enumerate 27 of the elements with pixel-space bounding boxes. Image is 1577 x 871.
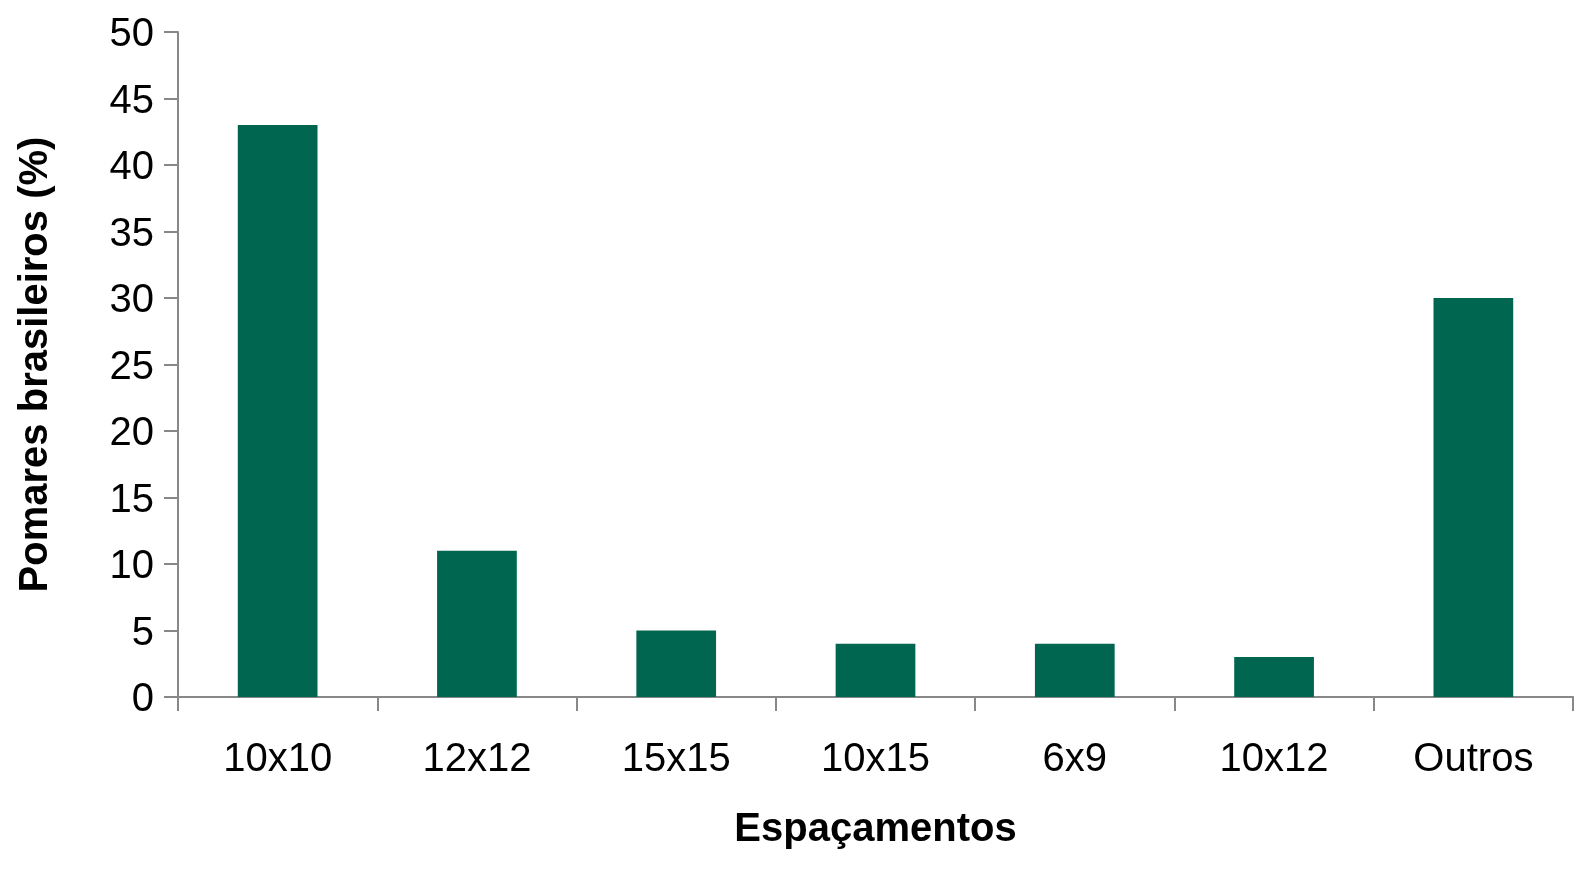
x-tick-label: 10x15 (821, 735, 930, 779)
y-tick-label: 0 (131, 675, 154, 719)
x-tick-label: 15x15 (621, 735, 731, 779)
bar (1034, 643, 1115, 697)
y-tick-label: 30 (109, 276, 154, 320)
y-tick-label: 5 (131, 608, 154, 653)
x-tick-label: 12x12 (422, 735, 532, 779)
bar (1234, 657, 1314, 697)
bar (636, 630, 717, 697)
x-tick-label: Outros (1413, 735, 1534, 779)
bar (437, 550, 517, 697)
x-tick-label: 10x12 (1219, 735, 1329, 779)
y-tick-label: 10 (109, 542, 154, 586)
y-tick-label: 15 (109, 475, 154, 520)
x-tick-label: 6x9 (1042, 735, 1108, 779)
bar (1433, 298, 1514, 697)
bar (237, 125, 318, 697)
y-tick-label: 35 (109, 209, 154, 254)
y-tick-label: 50 (109, 10, 154, 54)
bar (835, 643, 916, 697)
x-axis-title: Espaçamentos (734, 805, 1017, 849)
y-tick-label: 25 (109, 342, 154, 387)
y-tick-label: 45 (109, 76, 154, 121)
y-tick-label: 20 (109, 409, 154, 453)
y-axis-title: Pomares brasileiros (%) (11, 136, 55, 593)
y-tick-label: 40 (109, 143, 154, 187)
x-tick-label: 10x10 (223, 735, 333, 779)
